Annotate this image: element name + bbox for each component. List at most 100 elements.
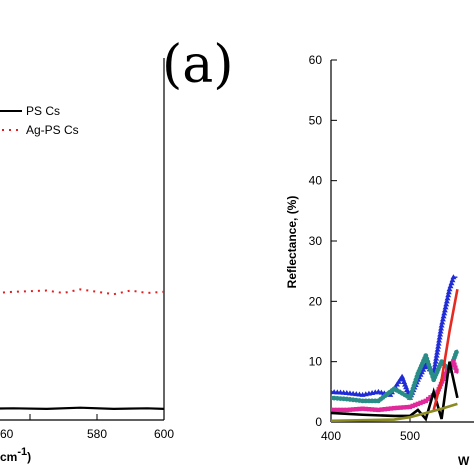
panel-label: (a) [162, 35, 234, 95]
right-series-marker [410, 403, 415, 409]
right-chart: 0 10 20 30 40 50 60 400 500 Reflectance, (%) W [285, 53, 474, 468]
right-series-marker [379, 407, 384, 412]
left-x-tick-label: 580 [87, 427, 107, 441]
right-series-marker [449, 361, 455, 367]
right-y-label: Reflectance, (%) [285, 196, 299, 289]
right-series-marker [441, 310, 448, 316]
legend-label-ag-ps-cs: Ag-PS Cs [26, 123, 79, 137]
right-series-marker [447, 283, 454, 289]
right-series-marker [432, 361, 439, 367]
right-series-marker [335, 407, 340, 413]
right-series-marker [448, 280, 455, 286]
right-series-marker [453, 365, 458, 370]
right-series-marker [441, 376, 446, 382]
right-y-tick-label: 40 [309, 174, 323, 188]
right-series-marker [401, 405, 406, 410]
right-series-5 [331, 402, 458, 422]
right-series-marker [435, 340, 442, 346]
right-series-marker [443, 371, 448, 376]
right-y-tick-label: 0 [315, 415, 322, 429]
right-series-line [432, 289, 459, 411]
right-series-marker [434, 346, 441, 352]
right-series-marker [376, 407, 381, 413]
right-x-tick-label: 500 [400, 429, 420, 443]
right-x-ticks: 400 500 [321, 416, 420, 443]
right-y-tick-label: 60 [309, 53, 323, 67]
right-series-marker [420, 366, 427, 372]
right-series-marker [425, 396, 431, 402]
right-series-marker [398, 405, 403, 410]
right-series-marker [385, 406, 391, 412]
right-series-marker [418, 400, 423, 406]
right-series-marker [428, 395, 433, 400]
right-series-marker [442, 374, 447, 379]
left-chart: 60 580 600 PS Cs Ag-PS Cs cm-1) [0, 58, 174, 464]
right-series-marker [420, 399, 426, 405]
left-x-ticks: 60 580 600 [0, 414, 174, 441]
right-series-marker [436, 337, 443, 343]
right-series-marker [434, 349, 441, 355]
right-series-marker [440, 313, 447, 319]
right-series-marker [451, 359, 456, 364]
right-series-marker [454, 349, 459, 355]
right-series-marker [441, 307, 448, 313]
right-y-ticks: 0 10 20 30 40 50 60 [309, 53, 337, 429]
right-y-tick-label: 30 [309, 234, 323, 248]
right-series-marker [436, 334, 443, 340]
right-series-marker [382, 407, 387, 412]
right-series-marker [423, 398, 428, 404]
series-ag-ps-cs [0, 288, 165, 296]
right-series-marker [395, 378, 402, 384]
right-y-tick-label: 10 [309, 355, 323, 369]
right-series-marker [369, 407, 375, 412]
right-series-marker [435, 343, 442, 349]
right-series-marker [443, 301, 450, 307]
right-series-marker [438, 325, 445, 331]
right-series-1 [331, 349, 459, 404]
right-series-marker [363, 406, 368, 412]
right-series-marker [360, 406, 365, 411]
right-x-tick-label: 400 [321, 429, 341, 443]
right-series-marker [341, 407, 346, 413]
right-series-marker [350, 407, 356, 412]
right-series-marker [452, 362, 457, 367]
right-series-marker [433, 355, 440, 361]
right-y-tick-label: 50 [309, 113, 323, 127]
right-series-marker [449, 277, 456, 283]
right-series-marker [399, 373, 406, 379]
right-x-label: W [458, 454, 470, 468]
right-series-marker [388, 406, 394, 411]
right-series-marker [454, 368, 459, 373]
right-series [331, 274, 459, 422]
right-series-marker [366, 407, 372, 412]
right-series-marker [443, 298, 450, 304]
right-y-tick-label: 20 [309, 294, 323, 308]
right-series-marker [344, 407, 349, 413]
left-x-tick-label: 60 [0, 427, 14, 441]
right-series-marker [331, 407, 337, 413]
left-series [0, 288, 165, 411]
right-series-marker [439, 319, 446, 325]
right-series-marker [437, 331, 444, 337]
right-series-marker [450, 274, 457, 280]
right-series-marker [432, 358, 439, 364]
right-series-marker [404, 404, 410, 410]
right-series-marker [347, 407, 353, 412]
right-series-marker [438, 322, 445, 328]
right-series-marker [338, 407, 343, 413]
right-series-marker [413, 402, 418, 408]
right-series-0 [331, 274, 458, 400]
right-series-marker [439, 316, 446, 322]
series-ps-cs [0, 406, 165, 411]
right-series-marker [445, 292, 452, 298]
right-series-4 [432, 289, 459, 411]
legend-label-ps-cs: PS Cs [26, 104, 60, 118]
right-series-marker [442, 304, 449, 310]
right-series-marker [415, 401, 421, 407]
right-series-marker [395, 405, 400, 411]
right-series-marker [392, 405, 397, 411]
right-series-marker [354, 407, 359, 412]
right-series-marker [433, 352, 440, 358]
right-series-marker [373, 407, 378, 412]
